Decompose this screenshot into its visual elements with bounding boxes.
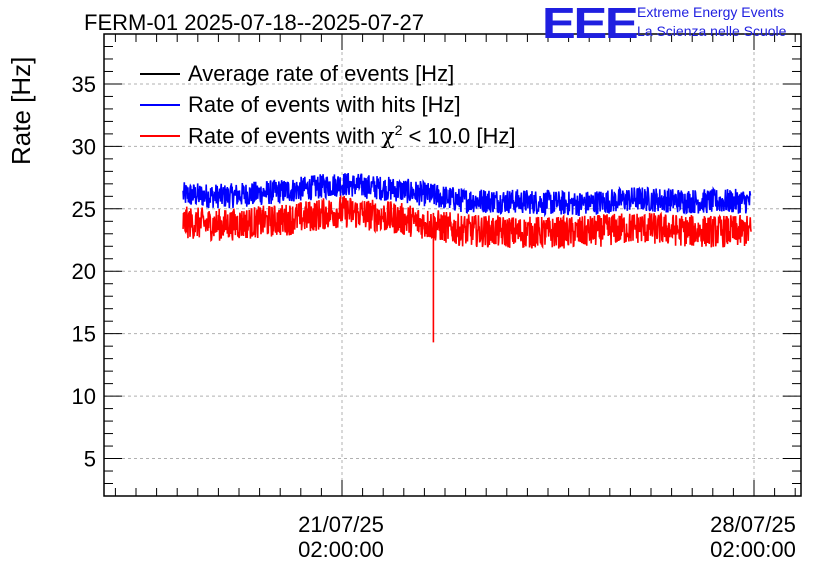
eee-logo: EEE [542,0,639,48]
y-tick-label: 30 [72,134,96,159]
y-tick-label: 20 [72,259,96,284]
series-line-1 [182,172,752,218]
legend-item-average: Average rate of events [Hz] [140,58,515,89]
legend-swatch-chi2 [140,134,180,137]
legend-label-average: Average rate of events [Hz] [188,60,455,86]
y-tick-label: 25 [72,197,96,222]
legend-swatch-average [140,72,180,75]
legend-item-hits: Rate of events with hits [Hz] [140,89,515,120]
logo-line-1: Extreme Energy Events [637,4,785,20]
series-line-2 [182,194,752,343]
legend-item-chi2: Rate of events with χ2 < 10.0 [Hz] [140,120,515,151]
x-tick-label-2: 28/07/25 02:00:00 [710,512,796,562]
legend-swatch-hits [140,103,180,106]
legend: Average rate of events [Hz] Rate of even… [140,58,515,151]
y-axis-label: Rate [Hz] [6,56,36,165]
plot-frame [103,33,802,497]
y-tick-label: 15 [72,322,96,347]
chart-title: FERM-01 2025-07-18--2025-07-27 [84,10,424,35]
legend-label-chi2: Rate of events with χ2 < 10.0 [Hz] [188,121,516,150]
y-tick-label: 5 [84,447,96,472]
y-tick-label: 35 [72,72,96,97]
legend-label-hits: Rate of events with hits [Hz] [188,91,461,117]
x-tick-label-1: 21/07/25 02:00:00 [298,512,384,562]
eee-logo-text: Extreme Energy Events La Scienza nelle S… [637,3,786,41]
logo-line-2: La Scienza nelle Scuole [637,23,787,39]
y-tick-label: 10 [72,384,96,409]
